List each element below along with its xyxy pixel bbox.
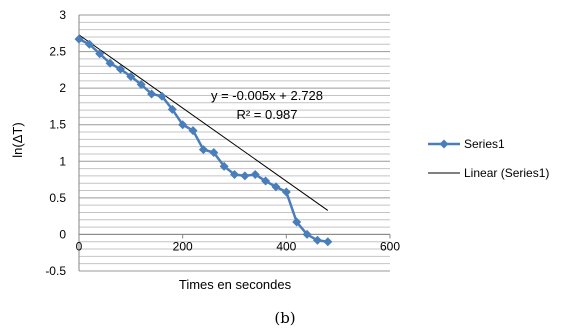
data-point <box>74 34 84 44</box>
legend-linear-label: Linear (Series1) <box>464 166 549 180</box>
y-tick-label: 2 <box>59 81 66 95</box>
x-tick-label: 400 <box>276 239 296 253</box>
data-point <box>95 49 105 59</box>
series1-line <box>78 38 328 243</box>
data-point <box>312 235 322 245</box>
data-point <box>209 148 219 158</box>
data-point <box>157 91 167 101</box>
data-point <box>115 64 125 74</box>
y-tick-label: 3 <box>59 8 66 22</box>
trendline-equation: y = -0.005x + 2.728 <box>211 88 323 103</box>
gridlines <box>79 14 390 272</box>
data-point <box>167 104 177 114</box>
data-point <box>261 176 271 186</box>
data-point <box>323 237 333 247</box>
data-point <box>105 58 115 68</box>
trendline <box>78 34 329 211</box>
data-point <box>230 169 239 179</box>
data-point <box>188 126 198 136</box>
figure-caption: (b) <box>274 309 296 327</box>
x-tick-label: 0 <box>76 239 83 253</box>
y-tick-label: 1.5 <box>49 118 66 132</box>
y-tick-label: 1 <box>59 154 66 168</box>
axes <box>78 15 391 271</box>
data-point <box>281 187 291 197</box>
x-tick-labels: 0 200 400 600 <box>76 239 401 253</box>
y-tick-label: -0.5 <box>45 264 66 278</box>
y-tick-labels: 3 2.5 2 1.5 1 0.5 0 -0.5 <box>45 8 66 278</box>
x-tick-label: 600 <box>380 239 400 253</box>
data-point <box>250 169 260 179</box>
data-point <box>198 145 208 155</box>
x-axis-title: Times en secondes <box>179 277 292 292</box>
x-tick-label: 200 <box>173 239 193 253</box>
y-tick-label: 0.5 <box>49 191 66 205</box>
legend: Series1 Linear (Series1) <box>428 137 549 180</box>
data-point <box>84 39 94 49</box>
data-point <box>219 161 229 171</box>
data-point <box>147 89 157 99</box>
data-point <box>178 120 188 130</box>
data-point <box>126 71 136 81</box>
series1-markers <box>74 34 333 247</box>
data-point <box>292 217 302 227</box>
data-point <box>271 182 281 192</box>
y-tick-label: 0 <box>59 227 66 241</box>
y-axis-title: ln(ΔT) <box>10 122 25 157</box>
trendline-line <box>78 34 329 211</box>
y-tick-label: 2.5 <box>49 45 66 59</box>
legend-series1-label: Series1 <box>464 137 505 151</box>
r-squared-label: R² = 0.987 <box>236 107 297 122</box>
data-point <box>302 229 312 239</box>
data-point <box>240 171 250 181</box>
data-point <box>136 79 146 89</box>
chart: 3 2.5 2 1.5 1 0.5 0 -0.5 0 200 400 600 y = -0.005x… <box>10 8 549 292</box>
legend-series1-marker <box>439 139 449 149</box>
